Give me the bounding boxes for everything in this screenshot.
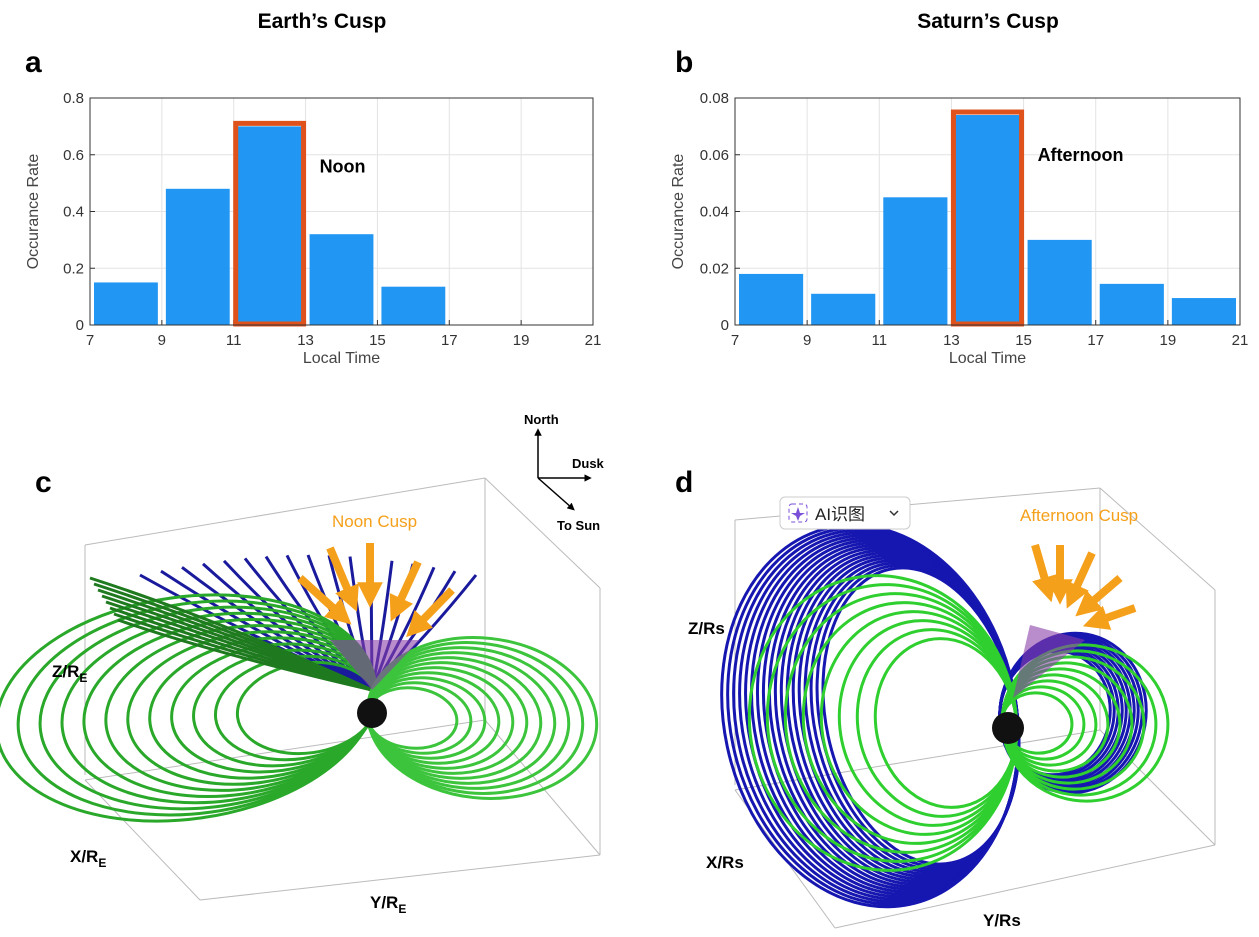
axis-label: Z/Rs	[688, 619, 725, 638]
y-tick-label: 0.04	[700, 204, 729, 221]
annotation: Noon Cusp	[332, 512, 417, 531]
y-tick-label: 0.8	[63, 90, 84, 107]
x-tick-label: 15	[1015, 332, 1032, 349]
bar	[238, 126, 302, 325]
y-tick-label: 0.08	[700, 90, 729, 107]
y-tick-label: 0	[721, 317, 729, 334]
x-tick-label: 9	[803, 332, 811, 349]
ai-button[interactable]: AI识图	[780, 497, 910, 529]
x-tick-label: 11	[226, 332, 242, 349]
x-tick-label: 17	[441, 332, 458, 349]
figure: c d Noon Cusp Afternoon Cusp Z/RE X/RE Y…	[0, 0, 1259, 932]
x-axis-label: Local Time	[303, 350, 380, 367]
wireframe	[485, 478, 600, 588]
bar	[166, 189, 230, 325]
y-axis-label: Occurance Rate	[25, 154, 42, 270]
y-tick-label: 0.2	[63, 260, 84, 277]
x-tick-label: 17	[1087, 332, 1104, 349]
panel-label: c	[35, 466, 52, 499]
x-tick-label: 15	[369, 332, 386, 349]
x-tick-label: 7	[86, 332, 94, 349]
bar	[94, 282, 158, 325]
panel-label: a	[25, 46, 42, 79]
wireframe	[1100, 488, 1215, 590]
x-tick-label: 21	[585, 332, 602, 349]
planet	[992, 712, 1024, 744]
panel-label: d	[675, 466, 693, 499]
x-tick-label: 21	[1232, 332, 1249, 349]
wireframe	[200, 855, 600, 900]
arrow	[1085, 578, 1120, 608]
y-tick-label: 0.4	[63, 204, 84, 221]
bar	[310, 234, 374, 325]
y-axis-label: Occurance Rate	[670, 154, 687, 270]
compass-label: North	[524, 412, 559, 427]
annotation: Noon	[320, 156, 366, 176]
x-tick-label: 13	[297, 332, 314, 349]
planet	[357, 698, 387, 728]
bar	[883, 197, 947, 325]
arrow	[396, 562, 418, 610]
x-tick-label: 11	[871, 332, 887, 349]
arrow	[1072, 553, 1092, 597]
y-tick-label: 0.02	[700, 260, 729, 277]
button-label[interactable]: AI识图	[815, 505, 865, 524]
y-tick-label: 0.06	[700, 147, 729, 164]
axis-label: X/Rs	[706, 853, 744, 872]
x-tick-label: 19	[1160, 332, 1177, 349]
y-tick-label: 0.6	[63, 147, 84, 164]
axis-label: Y/Rs	[983, 911, 1021, 930]
chart-title: Saturn’s Cusp	[917, 10, 1059, 33]
compass-label: To Sun	[557, 518, 600, 533]
bar	[1172, 298, 1236, 325]
bar	[381, 287, 445, 325]
axis-label: Y/RE	[370, 893, 406, 916]
bar	[1100, 284, 1164, 325]
bar	[811, 294, 875, 325]
wireframe	[85, 478, 485, 545]
compass: North Dusk To Sun	[524, 412, 605, 533]
annotation: Afternoon Cusp	[1020, 506, 1138, 525]
axis-label: X/RE	[70, 847, 106, 870]
bar	[1028, 240, 1092, 325]
x-tick-label: 7	[731, 332, 739, 349]
arrow	[1095, 608, 1135, 622]
x-tick-label: 9	[158, 332, 166, 349]
x-axis-label: Local Time	[949, 350, 1026, 367]
chart-title: Earth’s Cusp	[258, 10, 387, 33]
renderings	[0, 478, 1215, 932]
x-tick-label: 13	[943, 332, 960, 349]
compass-label: Dusk	[572, 456, 605, 471]
y-tick-label: 0	[76, 317, 84, 334]
bar	[955, 115, 1019, 325]
annotation: Afternoon	[1038, 145, 1124, 165]
arrow	[1035, 545, 1048, 590]
axis-label: Z/RE	[52, 662, 87, 685]
panel-label: b	[675, 46, 693, 79]
bar	[739, 274, 803, 325]
x-tick-label: 19	[513, 332, 530, 349]
